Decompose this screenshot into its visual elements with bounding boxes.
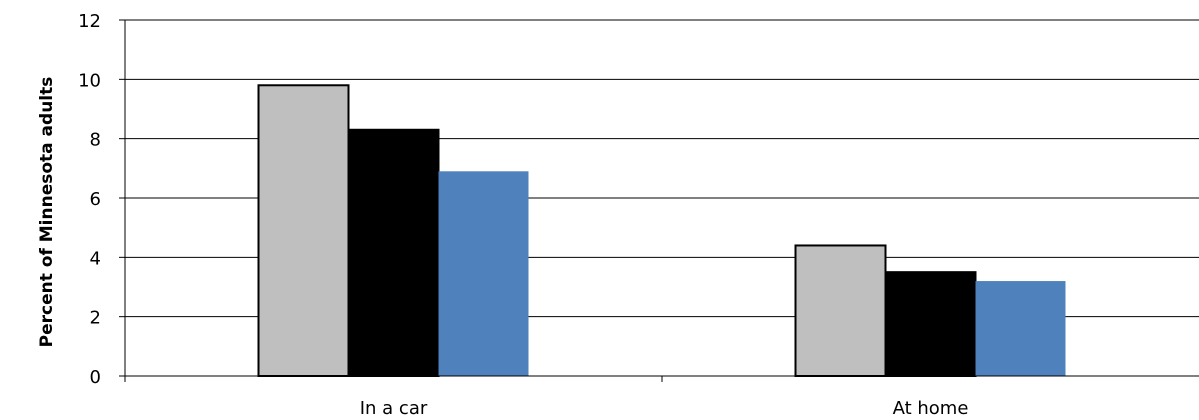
bar <box>347 128 440 377</box>
y-tick-label: 6 <box>90 189 101 210</box>
bar <box>884 271 977 377</box>
y-tick-label: 0 <box>90 367 101 388</box>
bar <box>794 244 887 377</box>
y-tick-label: 12 <box>78 11 101 32</box>
bar <box>975 281 1066 376</box>
labels: 0 2 4 6 8 10 12 In a car At home <box>78 11 968 419</box>
bar <box>438 171 529 376</box>
bar <box>257 84 350 378</box>
y-tick-label: 4 <box>90 248 101 269</box>
axes <box>119 19 1199 382</box>
y-tick-label: 8 <box>90 130 101 151</box>
y-tick-label: 10 <box>78 70 101 91</box>
x-tick-label: In a car <box>360 398 428 419</box>
bars <box>257 84 1066 378</box>
x-tick-label: At home <box>893 398 969 419</box>
y-axis-title: Percent of Minnesota adults <box>37 77 57 348</box>
y-tick-label: 2 <box>90 308 101 329</box>
